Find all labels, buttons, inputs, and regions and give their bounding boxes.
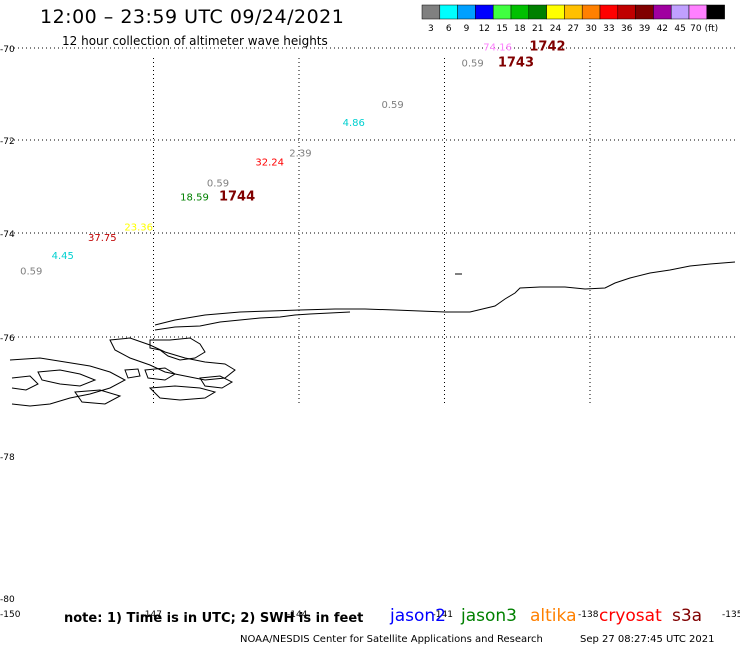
color-scale-swatch <box>457 4 476 20</box>
color-scale-swatch <box>688 4 708 20</box>
satellite-legend-jason3: jason3 <box>461 606 517 626</box>
credit-line: NOAA/NESDIS Center for Satellite Applica… <box>240 634 543 645</box>
longitude-label: -138 <box>578 610 599 620</box>
wave-height-label: 0.59 <box>461 58 483 69</box>
wave-height-label: 4.86 <box>343 118 365 129</box>
wave-height-label: 4.45 <box>52 251 74 262</box>
color-scale-label: 18 <box>514 24 526 34</box>
wave-height-label: 0.59 <box>20 267 42 278</box>
longitude-label: -144 <box>287 610 308 620</box>
observation-time-label: 1742 <box>529 39 565 54</box>
island-7 <box>74 389 122 405</box>
wave-height-label: 18.59 <box>180 192 209 203</box>
wave-height-label: 37.75 <box>88 233 117 244</box>
color-scale-label: 30 <box>585 24 597 34</box>
island-6 <box>199 375 234 389</box>
longitude-label: -135 <box>722 610 740 620</box>
island-9 <box>124 368 141 379</box>
latitude-label: -72 <box>0 137 15 147</box>
generated-timestamp: Sep 27 08:27:45 UTC 2021 <box>580 634 715 645</box>
island-3 <box>37 369 97 387</box>
color-scale-label: 24 <box>550 24 562 34</box>
longitude-label: -150 <box>0 610 21 620</box>
color-scale-swatch <box>439 4 458 20</box>
satellite-legend-s3a: s3a <box>672 606 703 626</box>
wave-height-label: 0.59 <box>207 179 229 190</box>
coastline-shelf-lower <box>154 311 351 331</box>
satellite-legend-cryosat: cryosat <box>599 606 662 626</box>
satellite-legend-jason2: jason2 <box>390 606 446 626</box>
color-scale-swatch <box>581 4 601 20</box>
color-scale-swatch <box>546 4 565 20</box>
color-scale-label: 3 <box>428 24 434 34</box>
graticule: -70 -72 -74 -76 -78 -80 -150 -147 -144 -141 -138 -1… <box>0 45 740 620</box>
longitude-label: -147 <box>142 610 162 620</box>
color-scale-swatch <box>617 4 636 20</box>
ice-shelf-loop <box>149 337 206 361</box>
color-scale-swatch <box>653 4 672 20</box>
color-scale-swatch <box>421 4 441 20</box>
island-2 <box>9 357 127 407</box>
latitude-label: -74 <box>0 230 15 240</box>
color-scale-swatch <box>599 4 619 20</box>
color-scale-label: 33 <box>603 24 614 34</box>
wave-height-label: 0.59 <box>381 100 403 111</box>
color-scale-label: 36 <box>621 24 633 34</box>
color-scale-label: 27 <box>568 24 579 34</box>
color-scale-swatch <box>635 4 654 20</box>
color-scale-label: 42 <box>657 24 668 34</box>
color-scale-swatch <box>564 4 583 20</box>
color-scale-label: 6 <box>446 24 452 34</box>
wave-height-observations: 74.16 1742 0.59 1743 0.59 4.86 2.39 32.24 0.59 18… <box>20 39 565 277</box>
wave-height-label: 23.36 <box>124 223 153 234</box>
color-scale-swatch <box>670 4 690 20</box>
color-scale-swatch <box>510 4 530 20</box>
observation-time-label: 1743 <box>498 55 534 70</box>
wave-height-label: 32.24 <box>255 158 284 169</box>
coastline-main <box>154 261 736 326</box>
map-subtitle: 12 hour collection of altimeter wave hei… <box>62 34 328 48</box>
color-scale-label: 45 <box>674 24 685 34</box>
longitude-label: -141 <box>433 610 453 620</box>
latitude-label: -78 <box>0 453 15 463</box>
wave-height-label: 74.16 <box>483 42 512 53</box>
color-scale-label: 21 <box>532 24 543 34</box>
units-note: note: 1) Time is in UTC; 2) SWH is in fe… <box>64 611 364 626</box>
island-8 <box>11 375 39 391</box>
color-scale-label: 15 <box>496 24 507 34</box>
island-4 <box>144 367 176 381</box>
latitude-label: -76 <box>0 334 15 344</box>
map-title: 12:00 – 23:59 UTC 09/24/2021 <box>40 6 345 28</box>
satellite-legend-altika: altika <box>530 606 577 626</box>
latitude-label: -80 <box>0 595 15 605</box>
wave-height-label: 2.39 <box>289 148 311 159</box>
latitude-label: -70 <box>0 45 15 55</box>
observation-time-label: 1744 <box>219 189 255 204</box>
color-scale-unit: (ft) <box>705 24 719 34</box>
color-scale-swatch <box>492 4 512 20</box>
island-5 <box>148 385 217 401</box>
color-scale-label: 12 <box>479 24 490 34</box>
color-scale-label: 39 <box>639 24 651 34</box>
color-scale-swatch <box>706 4 725 20</box>
color-scale-swatch <box>475 4 494 20</box>
color-scale-swatch <box>528 4 547 20</box>
island-1 <box>109 337 236 381</box>
color-scale-label: 70 <box>690 24 702 34</box>
antarctic-coastline <box>9 261 736 407</box>
color-scale-label: 9 <box>464 24 470 34</box>
